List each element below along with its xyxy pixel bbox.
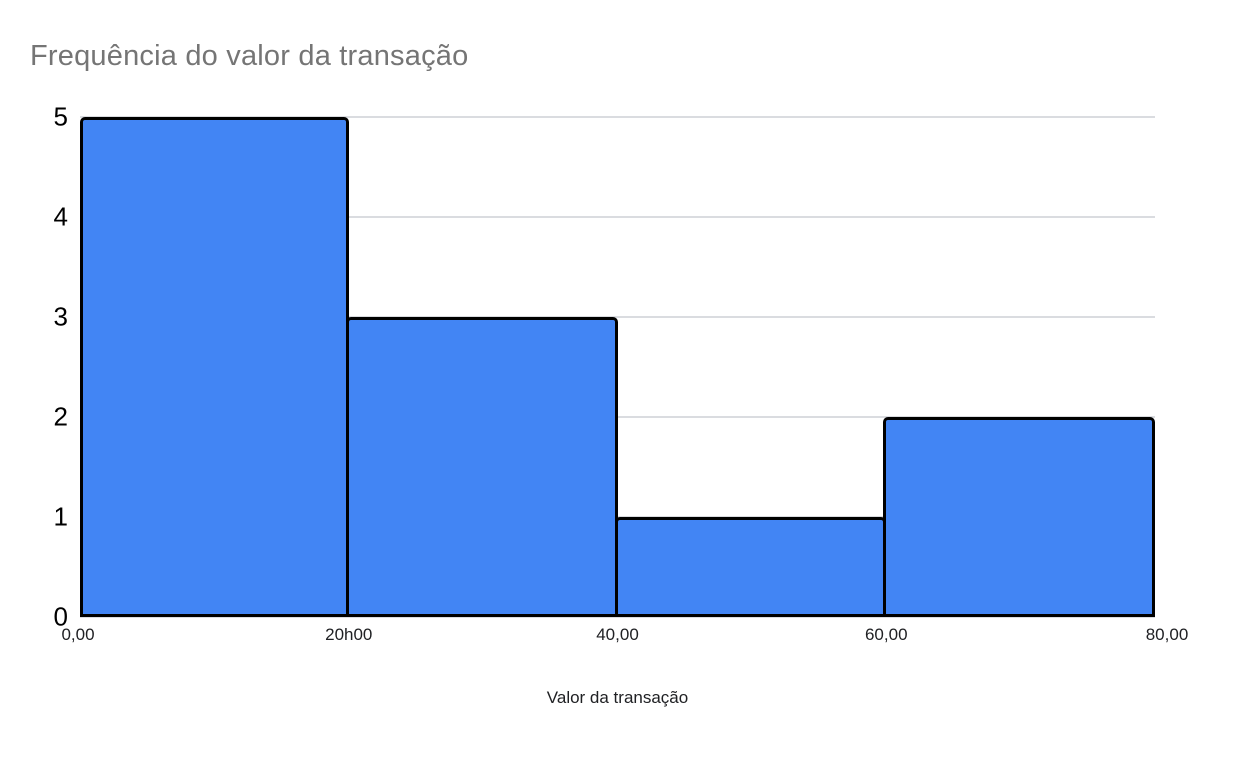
gridline xyxy=(80,616,1155,618)
histogram-bar[interactable] xyxy=(883,417,1155,617)
y-tick-label: 3 xyxy=(53,301,68,332)
y-tick-label: 1 xyxy=(53,501,68,532)
x-tick-label: 0,00 xyxy=(61,625,95,644)
gridline xyxy=(80,116,1155,118)
x-tick-label: 80,00 xyxy=(1145,625,1189,644)
histogram-bar[interactable] xyxy=(345,317,618,617)
chart-title: Frequência do valor da transação xyxy=(30,40,469,72)
gridline xyxy=(80,216,1155,218)
y-tick-label: 4 xyxy=(53,201,68,232)
y-tick-label: 5 xyxy=(53,101,68,132)
y-tick-label: 0 xyxy=(53,601,68,632)
y-tick-label: 2 xyxy=(53,401,68,432)
histogram-bar[interactable] xyxy=(614,517,887,617)
plot-area xyxy=(80,116,1155,618)
gridline xyxy=(80,316,1155,318)
gridline xyxy=(80,416,1155,418)
histogram-bar[interactable] xyxy=(80,117,349,617)
x-axis-title: Valor da transação xyxy=(546,688,689,707)
x-tick-label: 20h00 xyxy=(325,625,373,644)
x-tick-label: 40,00 xyxy=(596,625,639,644)
x-tick-label: 60,00 xyxy=(864,625,908,644)
